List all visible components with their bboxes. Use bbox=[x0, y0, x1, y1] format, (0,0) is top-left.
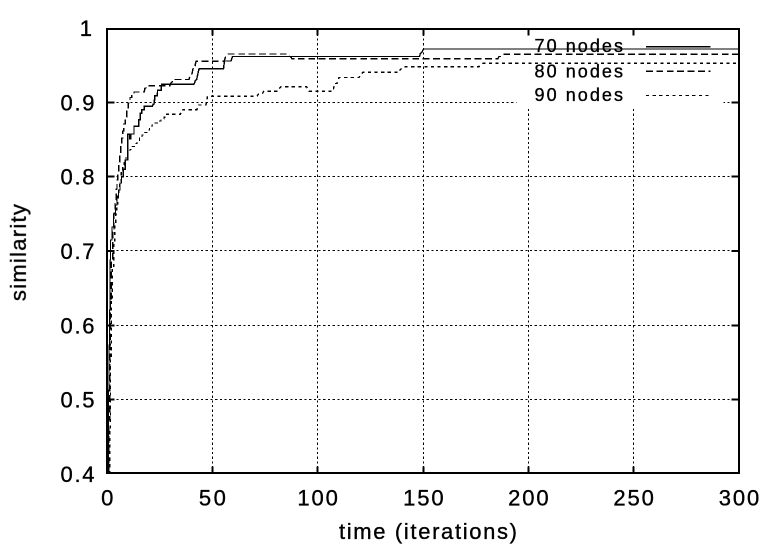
svg-text:0: 0 bbox=[101, 486, 113, 511]
svg-text:1: 1 bbox=[80, 16, 92, 41]
svg-text:time (iterations): time (iterations) bbox=[339, 519, 517, 544]
svg-text:100: 100 bbox=[297, 486, 338, 511]
svg-text:similarity: similarity bbox=[6, 204, 31, 301]
svg-text:200: 200 bbox=[508, 486, 549, 511]
svg-text:0.4: 0.4 bbox=[61, 462, 95, 487]
svg-text:80 nodes: 80 nodes bbox=[535, 62, 624, 82]
svg-text:0.6: 0.6 bbox=[61, 313, 95, 338]
svg-text:0.8: 0.8 bbox=[61, 165, 95, 190]
svg-text:70 nodes: 70 nodes bbox=[535, 36, 624, 56]
svg-text:0.7: 0.7 bbox=[61, 239, 95, 264]
svg-text:0.9: 0.9 bbox=[61, 90, 95, 115]
svg-text:150: 150 bbox=[403, 486, 444, 511]
svg-text:300: 300 bbox=[719, 486, 760, 511]
svg-text:250: 250 bbox=[613, 486, 654, 511]
svg-text:90 nodes: 90 nodes bbox=[535, 85, 624, 105]
svg-text:0.5: 0.5 bbox=[61, 388, 95, 413]
